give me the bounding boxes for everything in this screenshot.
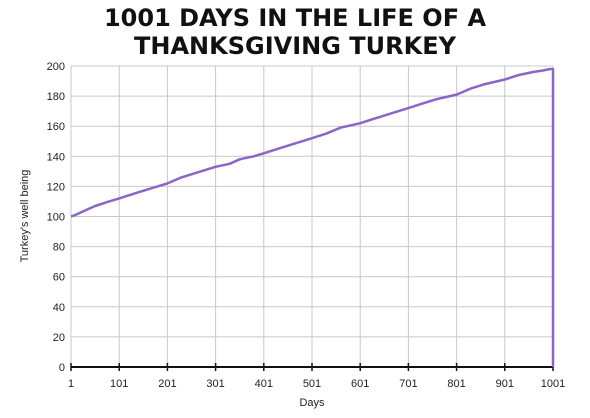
x-tick-label: 401: [255, 378, 273, 390]
x-tick-label: 801: [447, 378, 465, 390]
x-tick-label: 601: [351, 378, 369, 390]
x-tick-label: 701: [399, 378, 417, 390]
y-tick-label: 0: [59, 362, 65, 374]
x-tick-label: 501: [303, 378, 321, 390]
y-tick-label: 80: [53, 242, 65, 254]
chart-title-line-1: 1001 DAYS IN THE LIFE OF A: [103, 4, 487, 32]
x-tick-label: 201: [158, 378, 176, 390]
x-tick-label: 901: [496, 378, 514, 390]
y-tick-label: 40: [53, 302, 65, 314]
y-axis-label: Turkey's well being: [19, 170, 31, 263]
y-tick-label: 180: [47, 91, 65, 103]
axes: 0 20 40 60 80 100 120 140 160 180 200 1 101 201 301 401…: [47, 61, 566, 390]
x-tick-label: 1: [68, 378, 74, 390]
y-tick-label: 20: [53, 332, 65, 344]
series-line: [70, 67, 555, 367]
y-tick-label: 140: [47, 151, 65, 163]
chart-title: 1001 DAYS IN THE LIFE OF A THANKSGIVING …: [0, 4, 590, 60]
y-tick-label: 60: [53, 272, 65, 284]
y-tick-label: 120: [47, 181, 65, 193]
y-tick-label: 160: [47, 121, 65, 133]
y-tick-label: 200: [47, 61, 65, 73]
grid: [70, 65, 554, 367]
x-tick-label: 101: [110, 378, 128, 390]
x-tick-label: 1001: [541, 378, 565, 390]
y-tick-label: 100: [47, 212, 65, 224]
x-axis-label: Days: [299, 397, 325, 409]
chart-title-line-2: THANKSGIVING TURKEY: [134, 32, 456, 60]
x-tick-label: 301: [206, 378, 224, 390]
series-layer: [70, 67, 555, 367]
